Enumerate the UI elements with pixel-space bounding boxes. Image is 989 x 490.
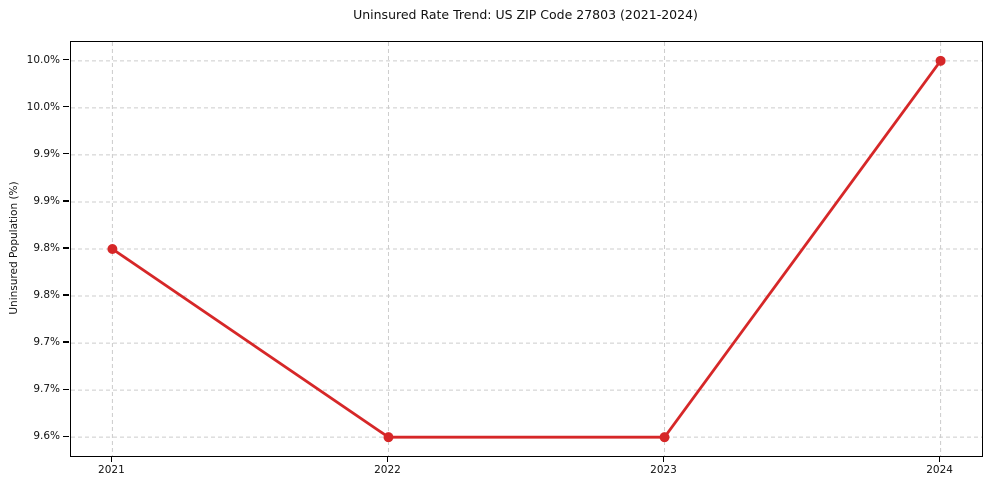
y-tick-mark (63, 59, 69, 61)
data-point-2022 (383, 432, 394, 443)
y-tick-mark (63, 106, 69, 108)
chart-title: Uninsured Rate Trend: US ZIP Code 27803 … (353, 7, 698, 22)
y-tick-label: 9.6% (33, 430, 60, 443)
y-tick-mark (63, 294, 69, 296)
trend-line (111, 59, 942, 439)
y-tick-mark (63, 153, 69, 155)
x-tick-mark (386, 456, 389, 463)
y-tick-mark (63, 388, 69, 390)
plot-area (70, 41, 983, 457)
x-tick-mark (110, 456, 112, 463)
y-tick-label: 10.0% (26, 53, 60, 66)
y-tick-label: 9.8% (33, 289, 60, 302)
plot-canvas (71, 42, 982, 456)
x-tick-label: 2023 (650, 464, 677, 476)
data-point-2023 (659, 432, 670, 443)
y-tick-label: 9.7% (33, 383, 60, 396)
x-tick-label: 2022 (374, 464, 401, 476)
x-tick-label: 2024 (926, 464, 953, 476)
data-point-2021 (107, 244, 118, 254)
y-tick-mark (63, 247, 69, 249)
y-tick-mark (63, 200, 69, 202)
y-tick-label: 10.0% (26, 100, 60, 113)
x-tick-label: 2021 (98, 464, 125, 476)
y-tick-label: 9.9% (33, 194, 60, 207)
data-point-2024 (935, 55, 946, 66)
x-tick-mark (662, 456, 665, 463)
y-tick-mark (63, 341, 69, 343)
y-tick-label: 9.9% (33, 147, 60, 160)
x-tick-mark (938, 456, 941, 463)
y-tick-label: 9.7% (33, 336, 60, 349)
y-tick-label: 9.8% (33, 242, 60, 254)
y-tick-mark (63, 435, 69, 437)
